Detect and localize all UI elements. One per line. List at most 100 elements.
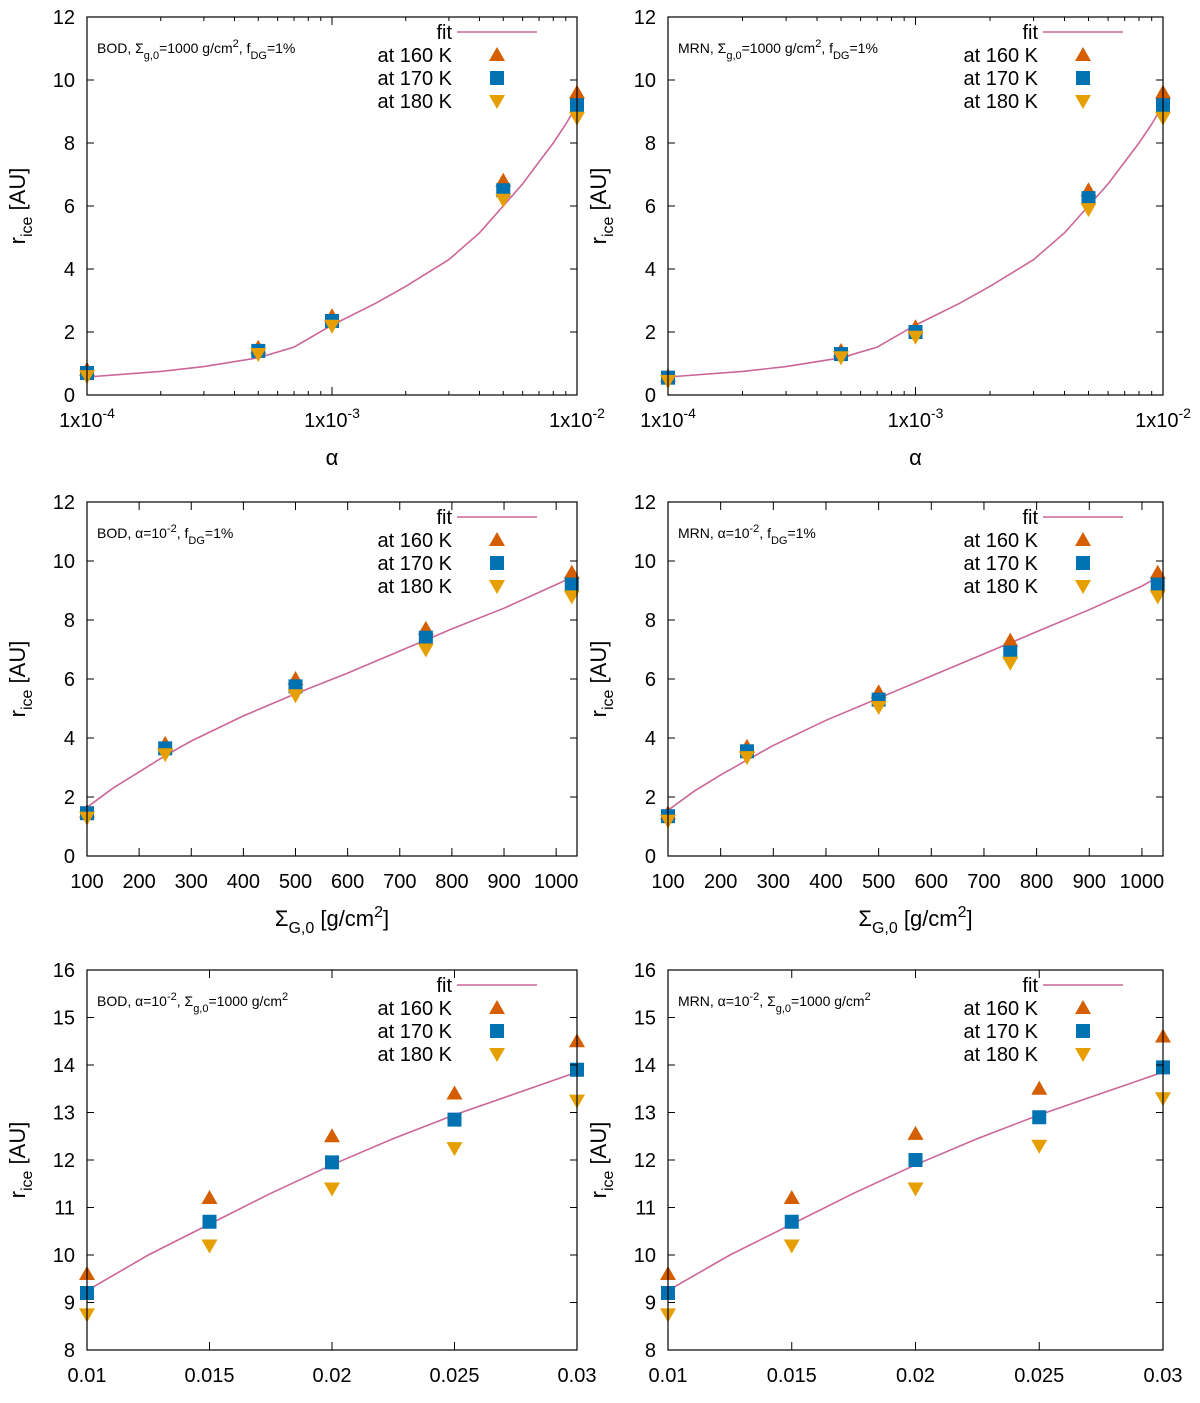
legend-marker-t160 — [489, 1000, 505, 1014]
chart-panel-top-right: 0 2 4 6 8 10 12 1x10-4 1x10-3 1x10-2 α rice [AU] MRN… — [586, 7, 1191, 470]
y-tick-label: 10 — [634, 1245, 656, 1267]
data-point — [417, 643, 434, 658]
series-at-170-k — [80, 98, 584, 380]
series-at-160-k — [660, 564, 1166, 820]
y-tick-label: 11 — [54, 1198, 75, 1220]
data-point — [446, 1142, 463, 1157]
x-tick-label: 400 — [809, 871, 842, 893]
y-tick-label: 0 — [645, 846, 656, 868]
data-point — [784, 1214, 799, 1229]
legend-marker-t170 — [490, 1024, 504, 1038]
legend-label-fit: fit — [1022, 22, 1038, 44]
y-tick-label: 11 — [635, 1198, 656, 1220]
y-tick-label: 2 — [64, 787, 75, 809]
data-point — [783, 1239, 800, 1254]
legend-label-t180: at 180 K — [963, 576, 1038, 598]
legend-label-t170: at 170 K — [963, 553, 1038, 575]
x-axis-label: fDG — [900, 1400, 930, 1403]
x-tick-label: 600 — [331, 871, 364, 893]
legend-label-fit: fit — [436, 975, 452, 997]
series-at-180-k — [79, 111, 585, 385]
series-at-180-k — [660, 1092, 1171, 1323]
chart-panel-bottom-left: 8 9 10 11 12 13 14 15 16 0.01 0.015 0.02 0.025 0.03 fD… — [5, 960, 596, 1403]
data-point — [1031, 1139, 1048, 1154]
x-tick-label: 1x10-4 — [640, 405, 696, 432]
y-axis-label: rice [AU] — [586, 168, 617, 245]
fit-curve — [86, 104, 578, 378]
y-axis-label: rice [AU] — [5, 641, 36, 718]
fit-curve — [86, 576, 573, 808]
x-tick-label: 1x10-2 — [549, 405, 605, 432]
legend-label-t160: at 160 K — [963, 45, 1038, 67]
x-tick-label: 0.03 — [1144, 1365, 1183, 1387]
x-tick-label: 800 — [435, 871, 468, 893]
x-tick-label: 900 — [1073, 871, 1106, 893]
data-point — [287, 689, 304, 704]
data-point — [1002, 632, 1019, 647]
x-tick-label: 0.025 — [1014, 1365, 1064, 1387]
y-tick-label: 8 — [64, 610, 75, 632]
series-at-160-k — [79, 564, 580, 818]
legend-label-fit: fit — [436, 507, 452, 529]
y-tick-label: 13 — [634, 1103, 656, 1125]
series-at-170-k — [661, 577, 1165, 824]
legend-label-fit: fit — [1022, 975, 1038, 997]
legend-label-t180: at 180 K — [377, 91, 452, 113]
data-point — [738, 751, 755, 766]
x-axis-label: α — [326, 445, 339, 470]
x-tick-label: 0.02 — [896, 1365, 935, 1387]
legend-label-t170: at 170 K — [377, 68, 452, 90]
y-tick-label: 12 — [634, 7, 656, 29]
legend-marker-t160 — [1075, 1000, 1091, 1014]
y-axis-label: rice [AU] — [5, 1122, 36, 1199]
y-tick-label: 0 — [64, 385, 75, 407]
legend-marker-t180 — [489, 95, 505, 109]
x-axis-label: α — [909, 445, 922, 470]
plot-frame — [667, 501, 1164, 857]
x-tick-label: 500 — [279, 871, 312, 893]
x-tick-label: 1x10-3 — [304, 405, 360, 432]
legend-label-t180: at 180 K — [963, 91, 1038, 113]
data-point — [201, 1190, 218, 1204]
x-tick-label: 0.02 — [313, 1365, 352, 1387]
legend-label-t160: at 160 K — [963, 530, 1038, 552]
data-point — [324, 319, 340, 334]
fit-curve — [86, 1071, 578, 1292]
x-tick-label: 0.03 — [558, 1365, 597, 1387]
data-point — [157, 748, 174, 763]
y-tick-label: 8 — [645, 133, 656, 155]
data-point — [907, 1182, 924, 1197]
legend-marker-t170 — [1076, 71, 1090, 85]
fit-curve — [667, 104, 1164, 378]
chart-panel-middle-right: 0 2 4 6 8 10 12 100 200 300 400 500 600 700 800 900 1000… — [586, 492, 1166, 937]
y-axis-label: rice [AU] — [5, 168, 36, 245]
legend-label-t160: at 160 K — [963, 998, 1038, 1020]
y-tick-label: 13 — [53, 1103, 75, 1125]
x-tick-label: 600 — [915, 871, 948, 893]
legend-marker-t160 — [1075, 532, 1091, 546]
data-point — [870, 701, 887, 716]
data-point — [1149, 564, 1166, 579]
panel-annotation: BOD, α=10-2, Σg,0=1000 g/cm2 — [97, 991, 288, 1015]
data-point — [324, 1128, 340, 1143]
y-tick-label: 10 — [53, 1245, 75, 1267]
x-tick-label: 0.025 — [429, 1365, 479, 1387]
fit-curve — [667, 1071, 1164, 1292]
legend-marker-t180 — [489, 580, 505, 594]
x-tick-label: 0.01 — [649, 1365, 688, 1387]
y-tick-label: 0 — [645, 385, 656, 407]
legend-label-t160: at 160 K — [377, 530, 452, 552]
y-tick-label: 8 — [64, 1340, 75, 1362]
legend-label-t160: at 160 K — [377, 998, 452, 1020]
data-point — [1150, 577, 1165, 592]
y-tick-label: 9 — [64, 1293, 75, 1315]
legend-label-t180: at 180 K — [963, 1044, 1038, 1066]
y-tick-label: 14 — [634, 1055, 656, 1077]
series-at-180-k — [660, 590, 1166, 829]
y-tick-label: 6 — [64, 669, 75, 691]
y-tick-label: 4 — [645, 259, 656, 281]
y-tick-label: 4 — [64, 728, 75, 750]
y-tick-label: 6 — [645, 196, 656, 218]
